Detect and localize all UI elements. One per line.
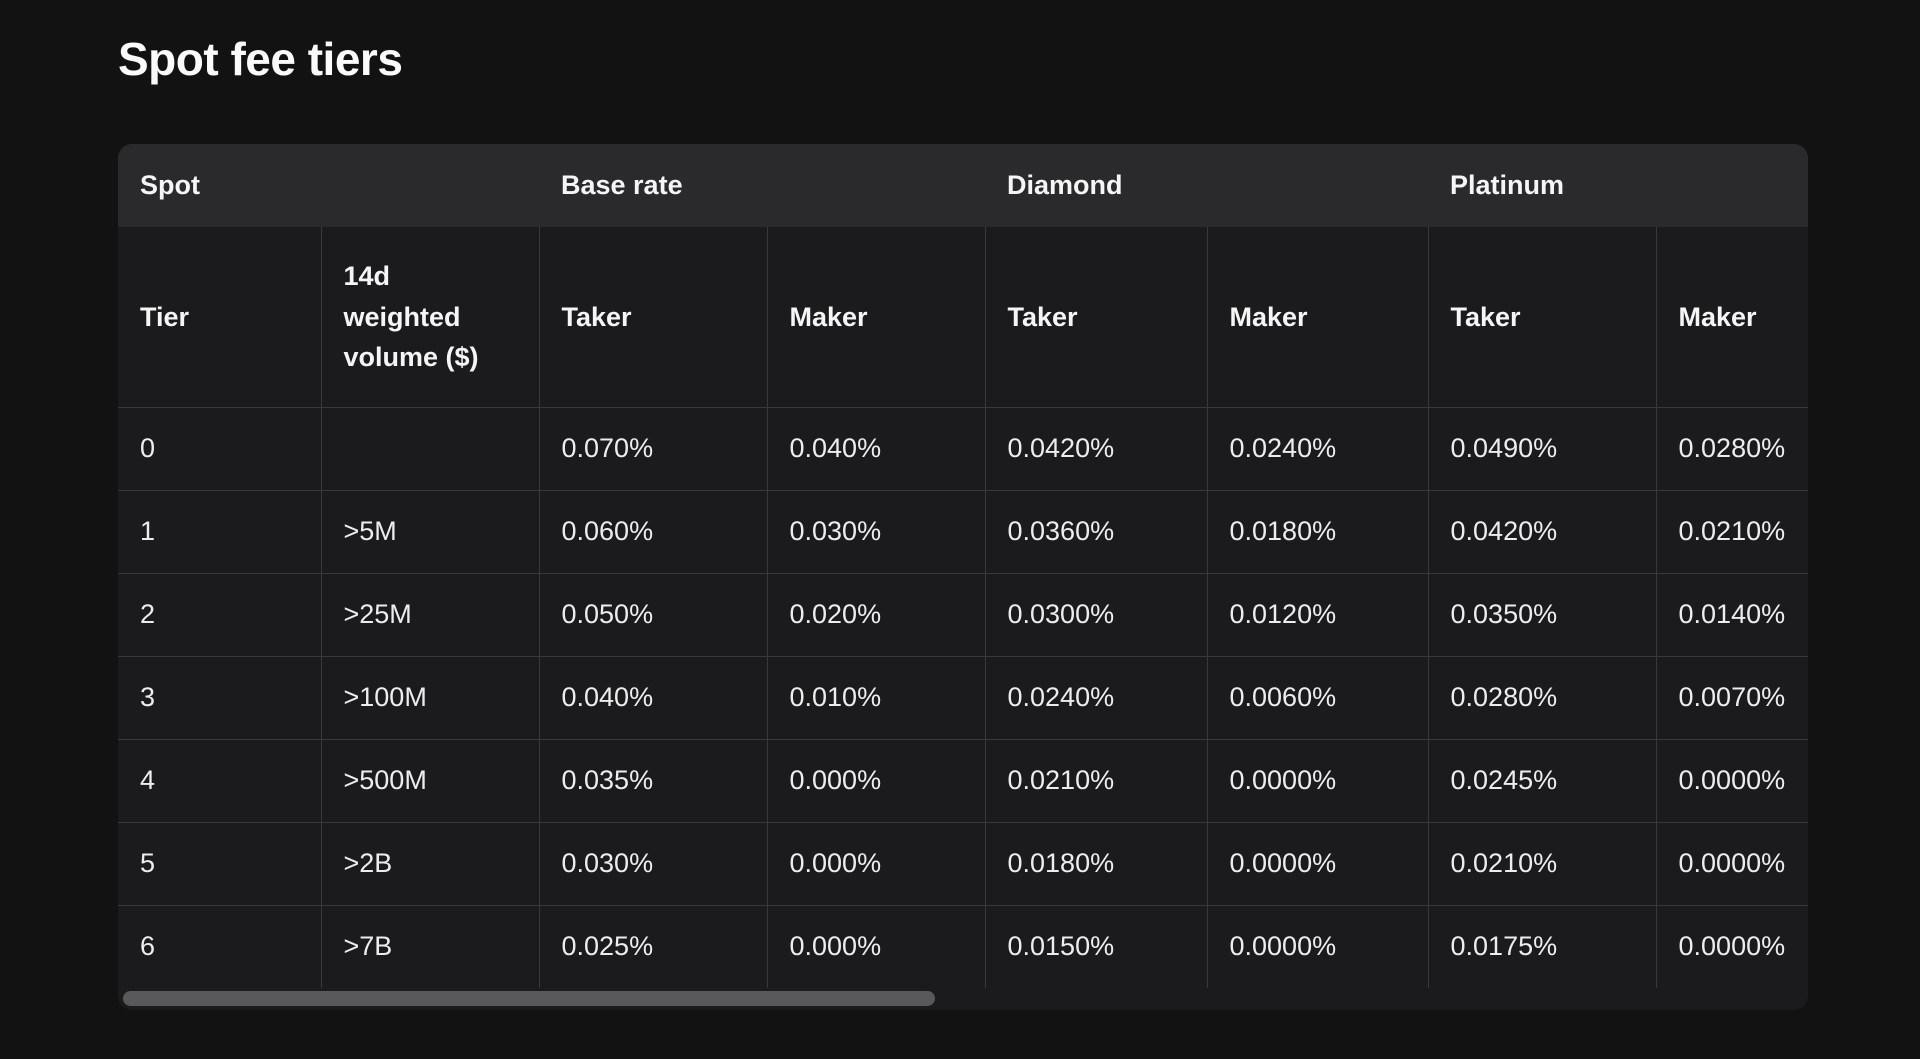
cell-diamond-maker: 0.0240%: [1206, 406, 1429, 491]
table-row: 6 >7B 0.025% 0.000% 0.0150% 0.0000% 0.01…: [118, 904, 1808, 988]
cell-volume: >2B: [320, 821, 540, 906]
cell-tier: 0: [118, 406, 322, 491]
cell-base-maker: 0.000%: [766, 904, 986, 988]
cell-diamond-taker: 0.0420%: [984, 406, 1208, 491]
cell-volume: >7B: [320, 904, 540, 988]
col-header-volume-label: 14d weighted volume ($): [343, 261, 479, 372]
cell-platinum-taker: 0.0210%: [1427, 821, 1657, 906]
table-row: 0 0.070% 0.040% 0.0420% 0.0240% 0.0490% …: [118, 406, 1808, 491]
cell-diamond-taker: 0.0180%: [984, 821, 1208, 906]
cell-volume: >100M: [320, 655, 540, 740]
table-row: 3 >100M 0.040% 0.010% 0.0240% 0.0060% 0.…: [118, 655, 1808, 740]
cell-volume: [320, 406, 540, 491]
col-header-platinum-maker: Maker: [1655, 227, 1808, 408]
group-header-platinum: Platinum: [1428, 144, 1808, 227]
col-header-volume: 14d weighted volume ($): [320, 227, 540, 408]
cell-diamond-taker: 0.0300%: [984, 572, 1208, 657]
cell-base-maker: 0.020%: [766, 572, 986, 657]
cell-platinum-taker: 0.0350%: [1427, 572, 1657, 657]
cell-tier: 4: [118, 738, 322, 823]
cell-platinum-maker: 0.0140%: [1655, 572, 1808, 657]
cell-volume: >500M: [320, 738, 540, 823]
table-row: 2 >25M 0.050% 0.020% 0.0300% 0.0120% 0.0…: [118, 572, 1808, 657]
cell-base-maker: 0.000%: [766, 738, 986, 823]
cell-platinum-taker: 0.0420%: [1427, 489, 1657, 574]
cell-platinum-maker: 0.0000%: [1655, 904, 1808, 988]
cell-platinum-maker: 0.0210%: [1655, 489, 1808, 574]
group-header-base-rate: Base rate: [539, 144, 985, 227]
cell-base-taker: 0.025%: [538, 904, 768, 988]
fee-tiers-table: Spot Base rate Diamond Platinum Tier 14d…: [118, 144, 1808, 988]
cell-tier: 5: [118, 821, 322, 906]
cell-diamond-maker: 0.0000%: [1206, 904, 1429, 988]
group-header-row: Spot Base rate Diamond Platinum: [118, 144, 1808, 227]
fee-tiers-table-container[interactable]: Spot Base rate Diamond Platinum Tier 14d…: [118, 144, 1808, 1010]
cell-platinum-taker: 0.0175%: [1427, 904, 1657, 988]
group-header-spot: Spot: [118, 144, 539, 227]
cell-platinum-maker: 0.0000%: [1655, 738, 1808, 823]
cell-diamond-maker: 0.0000%: [1206, 738, 1429, 823]
col-header-diamond-maker: Maker: [1206, 227, 1429, 408]
cell-base-taker: 0.040%: [538, 655, 768, 740]
cell-base-taker: 0.030%: [538, 821, 768, 906]
col-header-base-taker: Taker: [538, 227, 768, 408]
page-title: Spot fee tiers: [118, 33, 403, 85]
cell-diamond-maker: 0.0180%: [1206, 489, 1429, 574]
col-header-diamond-taker: Taker: [984, 227, 1208, 408]
cell-diamond-taker: 0.0210%: [984, 738, 1208, 823]
column-header-row: Tier 14d weighted volume ($) Taker Maker…: [118, 227, 1808, 408]
table-row: 4 >500M 0.035% 0.000% 0.0210% 0.0000% 0.…: [118, 738, 1808, 823]
col-header-platinum-taker: Taker: [1427, 227, 1657, 408]
table-row: 1 >5M 0.060% 0.030% 0.0360% 0.0180% 0.04…: [118, 489, 1808, 574]
col-header-base-maker: Maker: [766, 227, 986, 408]
cell-platinum-maker: 0.0280%: [1655, 406, 1808, 491]
col-header-tier: Tier: [118, 227, 322, 408]
cell-tier: 6: [118, 904, 322, 988]
table-row: 5 >2B 0.030% 0.000% 0.0180% 0.0000% 0.02…: [118, 821, 1808, 906]
cell-base-maker: 0.010%: [766, 655, 986, 740]
cell-platinum-taker: 0.0280%: [1427, 655, 1657, 740]
cell-diamond-maker: 0.0120%: [1206, 572, 1429, 657]
cell-tier: 1: [118, 489, 322, 574]
cell-diamond-taker: 0.0150%: [984, 904, 1208, 988]
cell-base-taker: 0.060%: [538, 489, 768, 574]
cell-base-maker: 0.040%: [766, 406, 986, 491]
cell-diamond-maker: 0.0060%: [1206, 655, 1429, 740]
cell-diamond-taker: 0.0240%: [984, 655, 1208, 740]
group-header-diamond: Diamond: [985, 144, 1429, 227]
cell-base-taker: 0.035%: [538, 738, 768, 823]
cell-tier: 2: [118, 572, 322, 657]
cell-diamond-taker: 0.0360%: [984, 489, 1208, 574]
cell-base-maker: 0.000%: [766, 821, 986, 906]
cell-platinum-maker: 0.0070%: [1655, 655, 1808, 740]
cell-tier: 3: [118, 655, 322, 740]
cell-base-taker: 0.070%: [538, 406, 768, 491]
cell-volume: >5M: [320, 489, 540, 574]
horizontal-scrollbar-thumb[interactable]: [123, 991, 935, 1006]
cell-platinum-taker: 0.0245%: [1427, 738, 1657, 823]
cell-volume: >25M: [320, 572, 540, 657]
cell-diamond-maker: 0.0000%: [1206, 821, 1429, 906]
cell-platinum-taker: 0.0490%: [1427, 406, 1657, 491]
cell-base-maker: 0.030%: [766, 489, 986, 574]
cell-base-taker: 0.050%: [538, 572, 768, 657]
cell-platinum-maker: 0.0000%: [1655, 821, 1808, 906]
